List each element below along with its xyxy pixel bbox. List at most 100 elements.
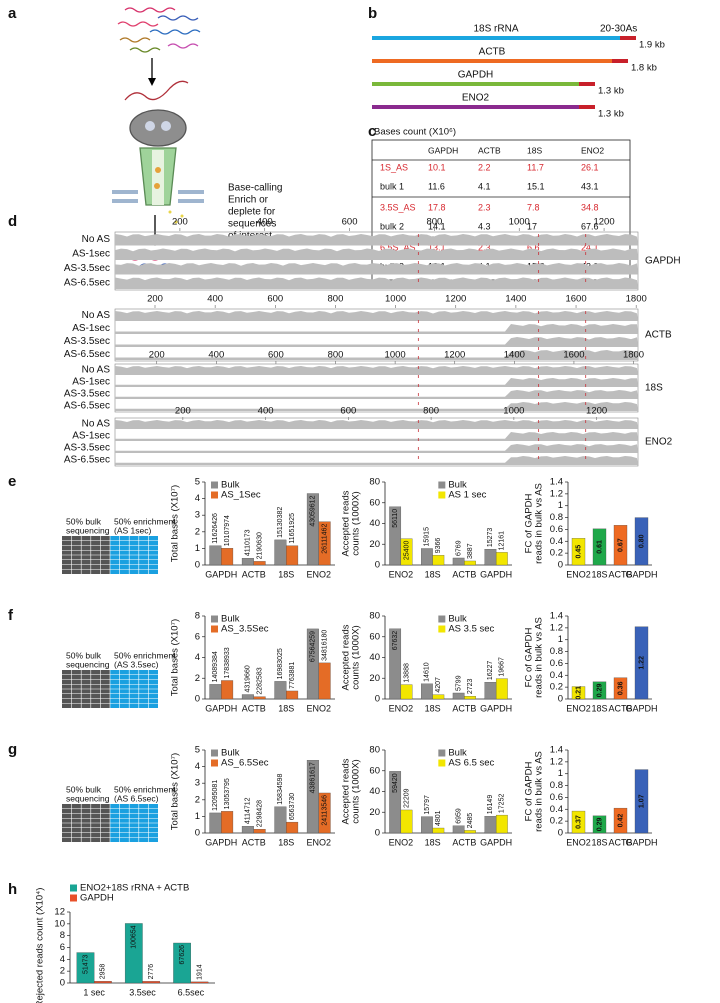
bar [421,816,433,834]
table-cell: 1S_AS [380,162,408,172]
y-tick-label: 60 [369,497,380,508]
panel-label: c [368,123,376,140]
coverage-profile [115,390,638,399]
table-cell: 6.6 [527,242,540,252]
x-tick-label: 18S [278,703,294,713]
track-frame [114,363,639,413]
y-tick-label: 2 [60,966,65,977]
y-tick-label: 1.2 [550,488,563,499]
table-header: GAPDH [428,145,458,155]
track-row-label: No AS [82,234,111,245]
x-tick-label: ACTB [452,703,476,713]
y-tick-label: 1 [558,500,563,511]
track-gene: GAPDH [645,256,681,267]
coverage-profile [115,432,638,441]
transcript-size: 1.9 kb [639,40,665,51]
bar [253,829,266,834]
legend-label: Bulk [221,614,240,625]
legend-label: AS 6.5 sec [448,758,494,769]
bar [221,811,234,834]
bar [634,517,649,566]
value-label: 6563730 [289,793,296,820]
y-tick-label: 0.8 [550,512,563,523]
legend-swatch [211,615,218,623]
value-label: 51473 [82,954,89,974]
legend-label: AS 3.5 sec [448,624,494,635]
x-tick-label: 18S [278,569,294,579]
y-axis-title: reads in bulk vs AS [534,617,545,698]
table-cell: 17 [527,221,537,231]
x-tick-label: 18S [278,837,294,847]
track-frame [114,417,639,467]
track-row-label: AS-6.5sec [64,401,110,412]
y-axis-title: reads in bulk vs AS [534,751,545,832]
legend-label: Bulk [221,480,240,491]
bar [94,981,112,984]
y-tick-label: 40 [369,518,380,529]
transcript-bar [372,36,620,40]
y-axis-title: counts (1000X) [351,759,362,823]
track-tick-label: 600 [268,350,284,361]
y-tick-label: 20 [369,539,380,550]
track-tick-label: 200 [172,217,188,228]
y-tick-label: 4 [60,954,65,965]
track-tick-label: 1800 [626,294,647,305]
y-tick-label: 4 [195,493,200,504]
x-tick-label: GAPDH [480,703,512,713]
value-label: 4319660 [245,665,252,692]
schematic-label: sequencing [66,525,110,535]
value-label: 100654 [131,925,138,948]
transcript-size: 1.3 kb [598,109,624,120]
track-tick-label: 1000 [503,406,524,417]
bar [571,538,586,566]
coverage-profile [115,378,638,387]
value-label: 17838933 [224,647,231,678]
transcript-name: ENO2 [462,93,490,104]
x-tick-label: GAPDH [205,837,237,847]
y-tick-label: 1 [558,634,563,645]
y-tick-label: 0.6 [550,792,563,803]
y-tick-label: 0.2 [550,816,563,827]
x-tick-label: ENO2 [389,569,414,579]
y-tick-label: 0 [558,694,563,705]
bar [286,545,299,566]
value-label: 24113546 [321,795,328,826]
y-axis-title: Total bases (X10⁷) [170,619,181,696]
track-row-label: No AS [82,419,111,430]
y-axis-title: counts (1000X) [351,491,362,555]
x-tick-label: 1 sec [83,987,105,997]
y-axis-title: Accepted reads [341,758,352,824]
bar [495,814,508,834]
track-row-label: AS-1sec [72,323,110,334]
y-tick-label: 6 [195,631,200,642]
value-label: 0.67 [617,538,624,552]
track-tick-label: 200 [149,350,165,361]
value-label: 11626426 [212,513,219,544]
y-tick-label: 1.2 [550,622,563,633]
bar [274,806,287,834]
x-tick-label: GAPDH [625,703,657,713]
value-label: 25400 [403,541,410,561]
track-tick-label: 200 [147,294,163,305]
coverage-profile [115,263,638,275]
bar [318,792,331,834]
value-label: 2776 [148,964,155,980]
value-label: 5799 [456,675,463,691]
y-axis-title: Total bases (X10⁷) [170,485,181,562]
y-tick-label: 40 [369,786,380,797]
value-label: 1.07 [638,794,645,808]
y-tick-label: 0 [375,828,380,839]
value-label: 4110173 [245,529,252,556]
x-tick-label: ACTB [452,569,476,579]
coverage-profile [115,277,638,289]
track-tick-label: 1600 [563,350,584,361]
bar [241,826,254,834]
bar [464,560,476,566]
track-frame [114,308,639,362]
value-label: 11651925 [289,513,296,544]
x-tick-label: ENO2 [306,569,331,579]
x-tick-label: ENO2 [389,837,414,847]
table-cell: 13.1 [428,242,446,252]
track-tick-label: 400 [208,350,224,361]
coverage-profile [115,402,638,411]
